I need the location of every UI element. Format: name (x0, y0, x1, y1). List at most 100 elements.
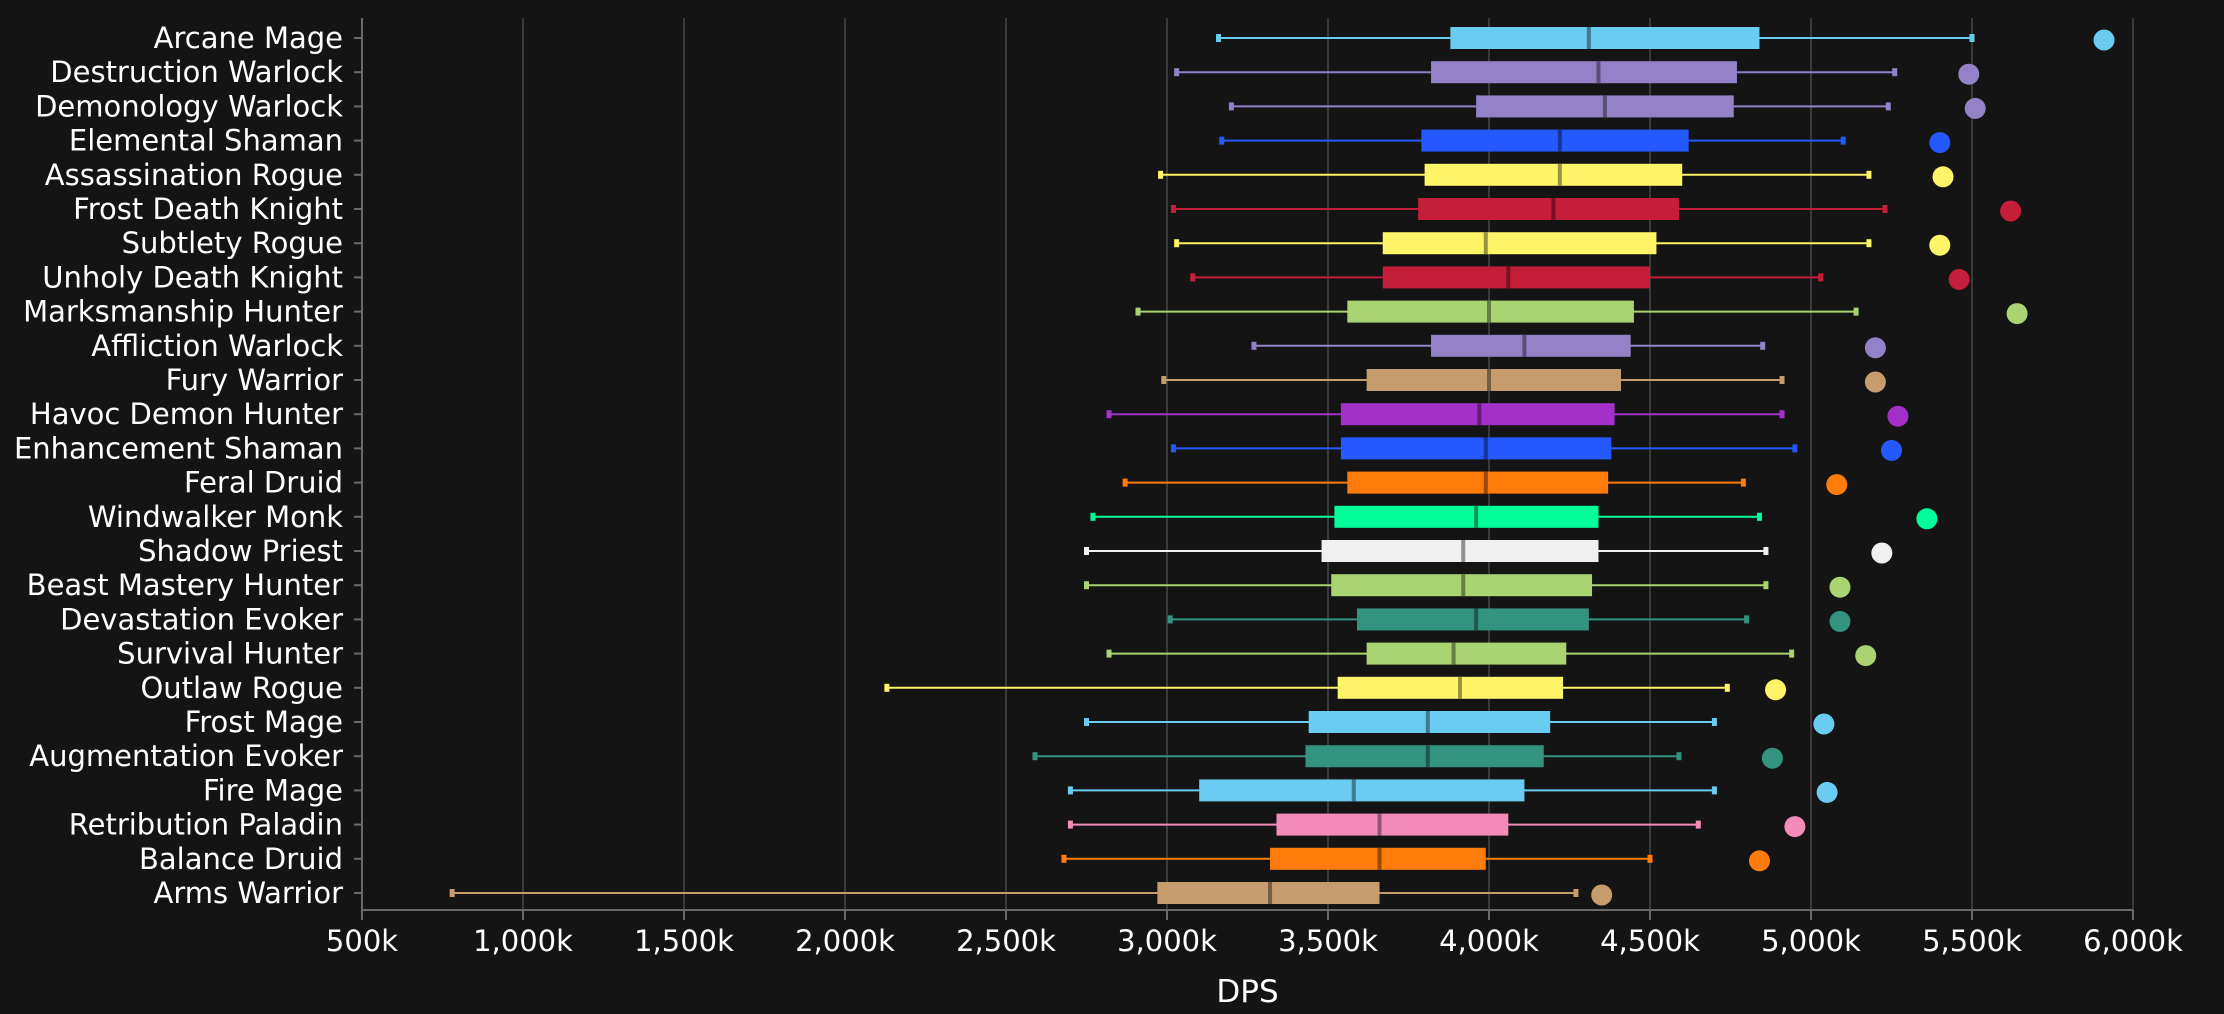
whisker-max-cap (1573, 889, 1579, 897)
median-line (1461, 540, 1466, 562)
whisker-max-cap (1792, 444, 1798, 453)
box-group (1084, 540, 1893, 564)
whisker-min-cap (1216, 34, 1222, 42)
category-label: Frost Mage (185, 705, 343, 739)
whisker-max-cap (1740, 478, 1746, 487)
whisker-min-cap (1170, 444, 1176, 453)
whisker-min-cap (1135, 307, 1141, 316)
box-group (1106, 403, 1909, 427)
median-line (1483, 437, 1488, 460)
whisker-min-cap (1167, 615, 1173, 624)
outlier-dot (1591, 884, 1613, 906)
whisker-min-cap (1084, 581, 1089, 590)
outlier-dot (1829, 576, 1851, 598)
box-group (1158, 163, 1954, 188)
whisker-min-cap (1084, 718, 1089, 726)
whisker-min-cap (1032, 752, 1038, 761)
category-label: Arms Warrior (154, 876, 344, 910)
outlier-dot (1948, 268, 1970, 290)
whisker-max-cap (1885, 102, 1891, 111)
iqr-box (1305, 745, 1544, 768)
category-label: Survival Hunter (117, 637, 343, 671)
outlier-dot (1855, 645, 1877, 667)
whisker-max-cap (1711, 718, 1717, 726)
whisker-min-cap (1228, 102, 1234, 111)
whisker-max-cap (1647, 854, 1653, 863)
whisker-min-cap (1219, 136, 1225, 145)
outlier-dot (1929, 132, 1951, 154)
median-line (1477, 403, 1482, 426)
category-label: Demonology Warlock (35, 89, 343, 123)
outlier-dot (2000, 200, 2022, 222)
iqr-box (1199, 779, 1525, 802)
outlier-dot (1932, 166, 1954, 188)
whisker-max-cap (1853, 307, 1859, 316)
whisker-max-cap (1763, 581, 1769, 590)
outlier-dot (1871, 542, 1893, 564)
category-label: Shadow Priest (138, 534, 343, 568)
category-label: Devastation Evoker (60, 602, 343, 636)
x-tick-labels: 500k 1,000k 1,500k 2,000k 2,500k 3,000k 3,500k… (326, 924, 2183, 958)
box-group (1251, 334, 1886, 359)
outlier-dot (1887, 405, 1909, 427)
boxes (449, 27, 2115, 906)
median-line (1474, 505, 1479, 528)
category-label: Marksmanship Hunter (23, 295, 343, 329)
box-group (1161, 369, 1886, 393)
x-axis-title: DPS (1216, 974, 1278, 1010)
category-label: Windwalker Monk (88, 500, 343, 534)
axes (354, 18, 2134, 920)
category-label: Feral Druid (184, 466, 343, 500)
whisker-max-cap (1882, 205, 1888, 213)
whisker-min-cap (1174, 68, 1180, 77)
box-group (1067, 813, 1806, 838)
whisker-max-cap (1695, 820, 1701, 829)
median-line (1551, 198, 1556, 220)
whisker-min-cap (1174, 239, 1180, 248)
outlier-dot (1784, 816, 1806, 838)
whisker-max-cap (1779, 376, 1785, 384)
x-tick-label: 4,000k (1439, 924, 1539, 958)
outlier-dot (1761, 747, 1783, 769)
outlier-dot (2093, 29, 2115, 51)
iqr-box (1431, 61, 1737, 84)
outlier-dot (1816, 781, 1838, 803)
whisker-max-cap (1892, 68, 1898, 77)
whisker-min-cap (1122, 478, 1128, 487)
iqr-box (1424, 163, 1683, 186)
outlier-dot (1881, 439, 1902, 461)
median-line (1425, 745, 1430, 768)
median-line (1506, 266, 1511, 289)
iqr-box (1366, 642, 1567, 665)
category-label: Fury Warrior (166, 363, 344, 397)
x-tick-label: 500k (326, 924, 398, 958)
whisker-max-cap (1763, 547, 1769, 555)
box-group (1122, 471, 1848, 496)
x-tick-label: 5,000k (1761, 924, 1861, 958)
box-group (1061, 847, 1770, 872)
category-label: Affliction Warlock (91, 329, 343, 363)
box-group (1067, 779, 1838, 803)
whisker-min-cap (1067, 820, 1073, 829)
whisker-min-cap (1170, 205, 1176, 213)
x-tick-label: 6,000k (2083, 924, 2183, 958)
whisker-max-cap (1676, 752, 1682, 761)
whisker-min-cap (1251, 341, 1257, 350)
x-tick-label: 3,000k (1117, 924, 1217, 958)
median-line (1483, 232, 1488, 255)
iqr-box (1276, 813, 1509, 836)
whisker-max-cap (1760, 341, 1766, 350)
category-label: Havoc Demon Hunter (30, 397, 343, 431)
median-line (1487, 300, 1491, 323)
box-group (1228, 95, 1986, 119)
category-label: Frost Death Knight (73, 192, 343, 226)
median-line (1377, 813, 1382, 836)
whisker-min-cap (1190, 273, 1196, 282)
outlier-dot (1964, 97, 1986, 119)
box-group (1106, 642, 1877, 667)
category-label: Destruction Warlock (50, 55, 343, 89)
x-tick-label: 2,000k (795, 924, 895, 958)
category-label: Balance Druid (139, 842, 343, 876)
